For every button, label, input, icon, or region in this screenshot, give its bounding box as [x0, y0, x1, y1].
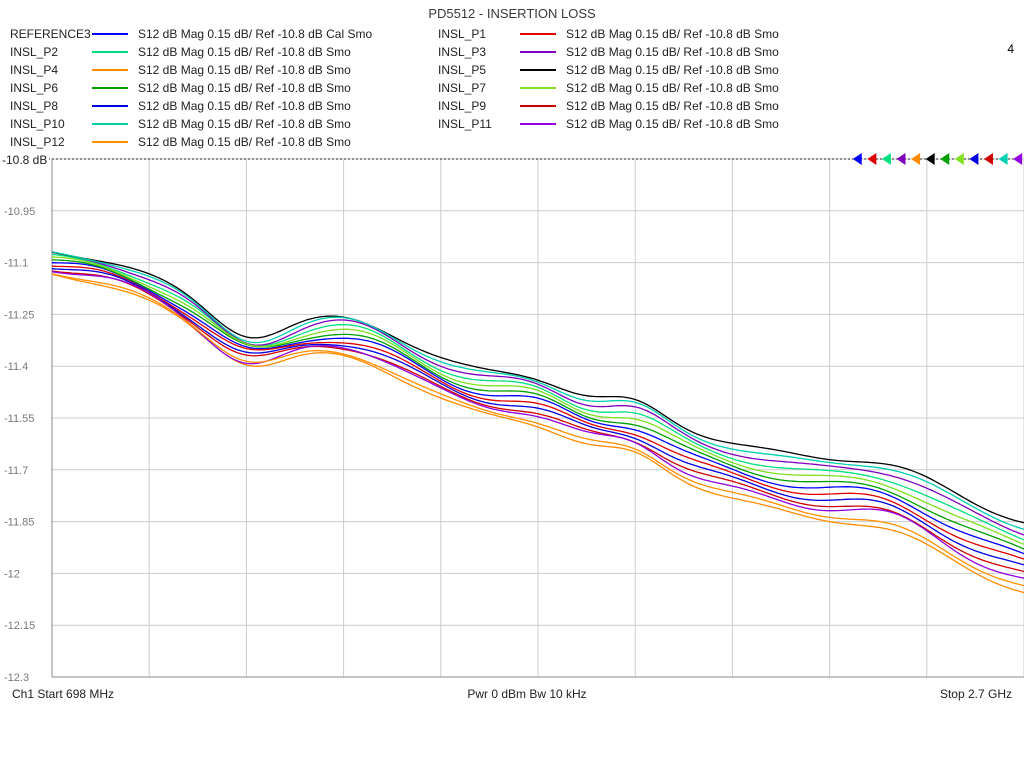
legend-trace-desc: S12 dB Mag 0.15 dB/ Ref -10.8 dB Smo [138, 99, 438, 113]
legend-swatch [520, 51, 556, 53]
ref-marker-icon [940, 153, 949, 165]
y-tick-label: -11.4 [4, 361, 28, 373]
legend-swatch [520, 123, 556, 125]
legend-item: INSL_P8 S12 dB Mag 0.15 dB/ Ref -10.8 dB … [10, 99, 438, 113]
legend-item: INSL_P4 S12 dB Mag 0.15 dB/ Ref -10.8 dB … [10, 63, 438, 77]
legend-trace-desc: S12 dB Mag 0.15 dB/ Ref -10.8 dB Smo [138, 135, 438, 149]
legend-trace-name: INSL_P6 [10, 81, 92, 95]
legend-swatch [92, 141, 128, 143]
legend-trace-name: INSL_P2 [10, 45, 92, 59]
legend-trace-desc: S12 dB Mag 0.15 dB/ Ref -10.8 dB Smo [138, 81, 438, 95]
legend-row: INSL_P4 S12 dB Mag 0.15 dB/ Ref -10.8 dB … [10, 61, 1014, 79]
start-freq-label: Ch1 Start 698 MHz [12, 687, 114, 701]
legend-trace-desc: S12 dB Mag 0.15 dB/ Ref -10.8 dB Smo [138, 63, 438, 77]
chart-title: PD5512 - INSERTION LOSS [0, 0, 1024, 25]
legend-trace-name: INSL_P9 [438, 99, 520, 113]
ref-marker-icon [999, 153, 1008, 165]
y-tick-label: -12.3 [4, 672, 29, 683]
legend-trace-desc: S12 dB Mag 0.15 dB/ Ref -10.8 dB Smo [138, 117, 438, 131]
legend-row: INSL_P8 S12 dB Mag 0.15 dB/ Ref -10.8 dB … [10, 97, 1014, 115]
legend-swatch [92, 51, 128, 53]
ref-marker-icon [897, 153, 906, 165]
ref-marker-icon [955, 153, 964, 165]
y-tick-label: -11.1 [4, 258, 28, 270]
legend-item: INSL_P11 S12 dB Mag 0.15 dB/ Ref -10.8 dB… [438, 117, 866, 131]
legend-trace-name: INSL_P11 [438, 117, 520, 131]
legend-swatch [520, 69, 556, 71]
legend-trace-name: INSL_P4 [10, 63, 92, 77]
ref-marker-icon [1013, 153, 1022, 165]
legend-item: INSL_P3 S12 dB Mag 0.15 dB/ Ref -10.8 dB … [438, 45, 866, 59]
legend-swatch [92, 33, 128, 35]
ref-marker-icon [867, 153, 876, 165]
insertion-loss-chart: -10.95-11.1-11.25-11.4-11.55-11.7-11.85-… [0, 153, 1024, 683]
legend-trace-name: INSL_P5 [438, 63, 520, 77]
legend-trace-name: INSL_P1 [438, 27, 520, 41]
legend-trace-name: REFERENCE3 [10, 27, 92, 41]
legend-trace-desc: S12 dB Mag 0.15 dB/ Ref -10.8 dB Smo [566, 117, 866, 131]
legend-row: INSL_P12 S12 dB Mag 0.15 dB/ Ref -10.8 dB… [10, 133, 1014, 151]
legend-trace-name: INSL_P10 [10, 117, 92, 131]
power-bw-label: Pwr 0 dBm Bw 10 kHz [467, 687, 586, 701]
plot-area: -10.8 dB -10.95 -11.1 -11.25 -11.4 -11.55 -11… [0, 153, 1024, 683]
legend-swatch [520, 87, 556, 89]
legend-row: REFERENCE3 S12 dB Mag 0.15 dB/ Ref -10.8 … [10, 25, 1014, 43]
legend-swatch [92, 123, 128, 125]
legend-swatch [92, 69, 128, 71]
stop-freq-label: Stop 2.7 GHz [940, 687, 1012, 701]
legend-item: INSL_P5 S12 dB Mag 0.15 dB/ Ref -10.8 dB … [438, 63, 866, 77]
ref-marker-icon [984, 153, 993, 165]
ref-marker-icon [911, 153, 920, 165]
legend-swatch [92, 105, 128, 107]
reference-level-label: -10.8 dB [0, 153, 49, 167]
status-bar: Ch1 Start 698 MHz Pwr 0 dBm Bw 10 kHz St… [0, 683, 1024, 701]
ref-marker-icon [853, 153, 862, 165]
legend-item: INSL_P12 S12 dB Mag 0.15 dB/ Ref -10.8 dB… [10, 135, 438, 149]
y-tick-label: -11.25 [4, 309, 34, 321]
legend-row: INSL_P6 S12 dB Mag 0.15 dB/ Ref -10.8 dB … [10, 79, 1014, 97]
legend-item: INSL_P9 S12 dB Mag 0.15 dB/ Ref -10.8 dB … [438, 99, 866, 113]
y-tick-label: -10.95 [4, 206, 35, 218]
legend-trace-name: INSL_P12 [10, 135, 92, 149]
y-tick-label: -11.55 [4, 413, 34, 425]
y-tick-label: -12 [4, 568, 20, 580]
legend-trace-desc: S12 dB Mag 0.15 dB/ Ref -10.8 dB Smo [566, 27, 866, 41]
legend-trace-desc: S12 dB Mag 0.15 dB/ Ref -10.8 dB Smo [566, 63, 866, 77]
ref-marker-icon [969, 153, 978, 165]
y-tick-label: -11.85 [4, 517, 34, 529]
legend-trace-name: INSL_P7 [438, 81, 520, 95]
legend-trace-desc: S12 dB Mag 0.15 dB/ Ref -10.8 dB Smo [138, 45, 438, 59]
legend: REFERENCE3 S12 dB Mag 0.15 dB/ Ref -10.8 … [0, 25, 1024, 153]
channel-indicator: 4 [1007, 42, 1014, 56]
y-tick-label: -12.15 [4, 620, 35, 632]
legend-item: REFERENCE3 S12 dB Mag 0.15 dB/ Ref -10.8 … [10, 27, 438, 41]
legend-trace-desc: S12 dB Mag 0.15 dB/ Ref -10.8 dB Smo [566, 81, 866, 95]
legend-row: INSL_P2 S12 dB Mag 0.15 dB/ Ref -10.8 dB … [10, 43, 1014, 61]
legend-item: INSL_P6 S12 dB Mag 0.15 dB/ Ref -10.8 dB … [10, 81, 438, 95]
legend-swatch [520, 105, 556, 107]
legend-trace-desc: S12 dB Mag 0.15 dB/ Ref -10.8 dB Cal Smo [138, 27, 438, 41]
legend-item: INSL_P10 S12 dB Mag 0.15 dB/ Ref -10.8 dB… [10, 117, 438, 131]
legend-trace-desc: S12 dB Mag 0.15 dB/ Ref -10.8 dB Smo [566, 99, 866, 113]
legend-trace-name: INSL_P3 [438, 45, 520, 59]
legend-row: INSL_P10 S12 dB Mag 0.15 dB/ Ref -10.8 dB… [10, 115, 1014, 133]
legend-trace-desc: S12 dB Mag 0.15 dB/ Ref -10.8 dB Smo [566, 45, 866, 59]
ref-marker-icon [882, 153, 891, 165]
legend-item: INSL_P1 S12 dB Mag 0.15 dB/ Ref -10.8 dB … [438, 27, 866, 41]
legend-item: INSL_P7 S12 dB Mag 0.15 dB/ Ref -10.8 dB … [438, 81, 866, 95]
legend-swatch [520, 33, 556, 35]
legend-trace-name: INSL_P8 [10, 99, 92, 113]
legend-item: INSL_P2 S12 dB Mag 0.15 dB/ Ref -10.8 dB … [10, 45, 438, 59]
y-tick-label: -11.7 [4, 465, 28, 477]
legend-swatch [92, 87, 128, 89]
